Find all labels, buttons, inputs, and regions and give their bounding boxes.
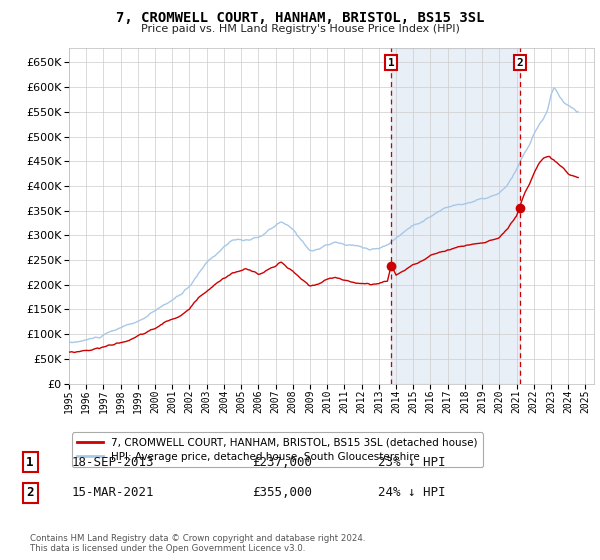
Bar [391,48,520,384]
Text: 1: 1 [26,455,34,469]
Text: 7, CROMWELL COURT, HANHAM, BRISTOL, BS15 3SL: 7, CROMWELL COURT, HANHAM, BRISTOL, BS15… [116,11,484,25]
Text: 15-MAR-2021: 15-MAR-2021 [72,486,155,500]
Text: 2: 2 [26,486,34,500]
Text: Price paid vs. HM Land Registry's House Price Index (HPI): Price paid vs. HM Land Registry's House … [140,24,460,34]
Text: 18-SEP-2013: 18-SEP-2013 [72,455,155,469]
Text: 23% ↓ HPI: 23% ↓ HPI [378,455,445,469]
Text: Contains HM Land Registry data © Crown copyright and database right 2024.
This d: Contains HM Land Registry data © Crown c… [30,534,365,553]
Text: 1: 1 [388,58,395,68]
Text: £355,000: £355,000 [252,486,312,500]
Legend: 7, CROMWELL COURT, HANHAM, BRISTOL, BS15 3SL (detached house), HPI: Average pric: 7, CROMWELL COURT, HANHAM, BRISTOL, BS15… [71,432,483,467]
Text: 2: 2 [517,58,524,68]
Text: 24% ↓ HPI: 24% ↓ HPI [378,486,445,500]
Text: £237,000: £237,000 [252,455,312,469]
